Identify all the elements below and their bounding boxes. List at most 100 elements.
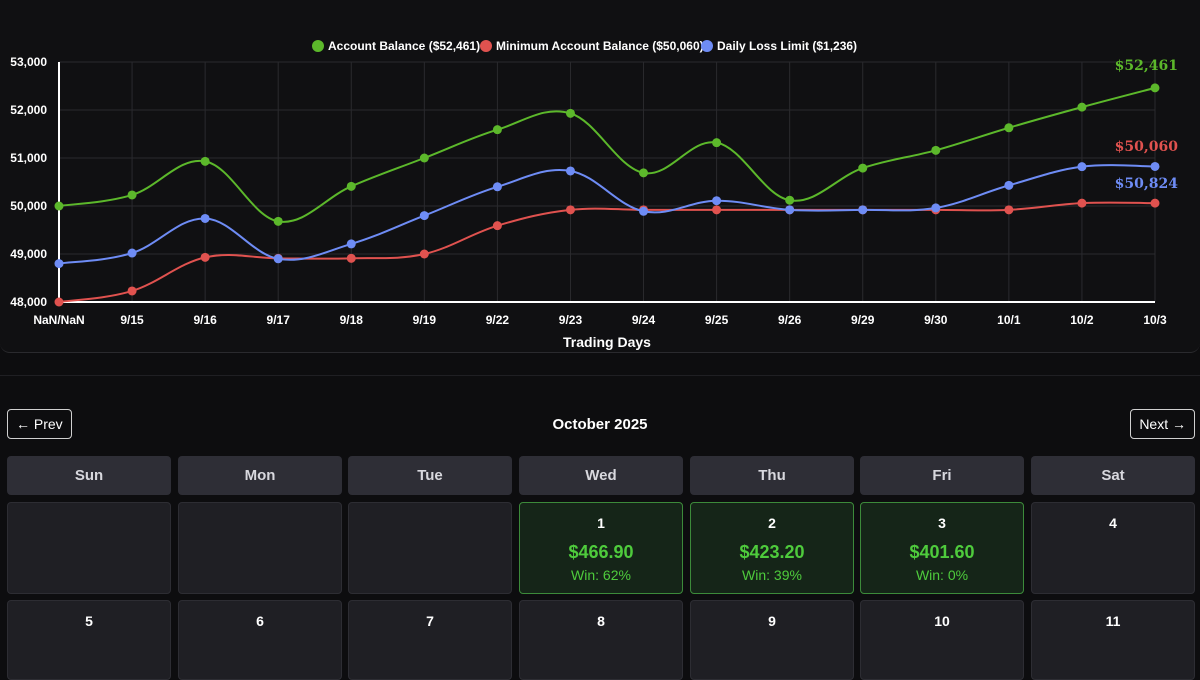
- x-tick-label: 9/29: [851, 313, 875, 327]
- data-point: [127, 286, 137, 296]
- series-end-label: $50,060: [1115, 139, 1179, 155]
- y-tick-label: 50,000: [10, 199, 47, 213]
- data-point: [639, 168, 649, 178]
- month-title: October 2025: [552, 416, 648, 433]
- day-header-tue: Tue: [348, 456, 512, 495]
- y-tick-label: 51,000: [10, 151, 47, 165]
- data-point: [346, 181, 356, 191]
- data-point: [565, 108, 575, 118]
- legend-label: Daily Loss Limit ($1,236): [717, 39, 857, 53]
- data-point: [346, 239, 356, 249]
- x-tick-label: 9/16: [193, 313, 217, 327]
- x-tick-label: 9/18: [340, 313, 364, 327]
- calendar-empty-cell: [178, 502, 342, 594]
- data-point: [712, 196, 722, 206]
- series-line: [58, 164, 1156, 265]
- day-win-rate: Win: 62%: [571, 567, 631, 583]
- x-tick-label: 9/30: [924, 313, 948, 327]
- data-point: [931, 203, 941, 213]
- day-number: 4: [1109, 515, 1117, 531]
- y-tick-label: 53,000: [10, 55, 47, 69]
- section-divider: [0, 375, 1200, 376]
- day-header-sat: Sat: [1031, 456, 1195, 495]
- data-point: [346, 253, 356, 263]
- data-point: [492, 125, 502, 135]
- x-tick-label: 9/23: [559, 313, 583, 327]
- day-number: 2: [768, 515, 776, 531]
- day-number: 8: [597, 613, 605, 629]
- x-tick-label: 9/17: [267, 313, 291, 327]
- x-axis-title: Trading Days: [563, 334, 651, 350]
- legend-marker: [312, 40, 324, 52]
- day-header-sun: Sun: [7, 456, 171, 495]
- legend-marker: [480, 40, 492, 52]
- day-header-fri: Fri: [860, 456, 1024, 495]
- x-tick-label: 9/15: [120, 313, 144, 327]
- prev-month-button[interactable]: ← Prev: [7, 409, 72, 439]
- data-point: [565, 205, 575, 215]
- x-tick-label: 9/25: [705, 313, 729, 327]
- balance-line-chart: 48,000 49,000 50,000 51,000 52,000 53,000 NaN/…: [10, 39, 1179, 350]
- data-point: [931, 145, 941, 155]
- y-tick-label: 49,000: [10, 247, 47, 261]
- day-header-mon: Mon: [178, 456, 342, 495]
- data-point: [1004, 205, 1014, 215]
- series-line: [58, 86, 1156, 223]
- day-pnl: $401.60: [909, 542, 975, 562]
- data-point: [1150, 198, 1160, 208]
- data-point: [858, 163, 868, 173]
- day-pnl: $423.20: [739, 542, 805, 562]
- calendar-day-2[interactable]: 2 $423.20 Win: 39%: [690, 502, 854, 594]
- x-tick-label: 9/22: [486, 313, 510, 327]
- x-tick-label: 10/1: [997, 313, 1021, 327]
- data-point: [712, 138, 722, 148]
- day-win-rate: Win: 39%: [742, 567, 802, 583]
- next-month-button[interactable]: Next →: [1130, 409, 1195, 439]
- series-end-label: $50,824: [1115, 176, 1179, 192]
- calendar-day-1[interactable]: 1 $466.90 Win: 62%: [519, 502, 683, 594]
- data-point: [1004, 180, 1014, 190]
- x-tick-label: 10/2: [1070, 313, 1094, 327]
- calendar-day-3[interactable]: 3 $401.60 Win: 0%: [860, 502, 1024, 594]
- calendar-day-9[interactable]: 9: [690, 600, 854, 680]
- x-tick-label: 9/26: [778, 313, 802, 327]
- y-tick-label: 52,000: [10, 103, 47, 117]
- day-number: 7: [426, 613, 434, 629]
- calendar-day-5[interactable]: 5: [7, 600, 171, 680]
- day-number: 6: [256, 613, 264, 629]
- calendar-day-8[interactable]: 8: [519, 600, 683, 680]
- calendar-day-10[interactable]: 10: [860, 600, 1024, 680]
- calendar-empty-cell: [7, 502, 171, 594]
- legend-label: Minimum Account Balance ($50,060): [496, 39, 704, 53]
- day-number: 1: [597, 515, 605, 531]
- data-point: [273, 254, 283, 264]
- data-point: [565, 166, 575, 176]
- data-point: [639, 206, 649, 216]
- data-point: [1077, 102, 1087, 112]
- x-tick-label: 9/19: [413, 313, 437, 327]
- calendar-day-6[interactable]: 6: [178, 600, 342, 680]
- day-number: 9: [768, 613, 776, 629]
- data-point: [200, 213, 210, 223]
- data-point: [785, 195, 795, 205]
- calendar-day-11[interactable]: 11: [1031, 600, 1195, 680]
- series-end-label: $52,461: [1115, 58, 1178, 74]
- day-pnl: $466.90: [568, 542, 634, 562]
- data-point: [419, 249, 429, 259]
- data-point: [492, 221, 502, 231]
- data-point: [54, 297, 64, 307]
- data-point: [200, 156, 210, 166]
- data-point: [127, 248, 137, 258]
- x-tick-label: NaN/NaN: [33, 313, 84, 327]
- day-header-thu: Thu: [690, 456, 854, 495]
- y-tick-label: 48,000: [10, 295, 47, 309]
- x-tick-label: 9/24: [632, 313, 656, 327]
- day-number: 10: [934, 613, 950, 629]
- data-point: [419, 153, 429, 163]
- calendar-day-7[interactable]: 7: [348, 600, 512, 680]
- data-point: [200, 252, 210, 262]
- legend-marker: [701, 40, 713, 52]
- data-point: [1150, 83, 1160, 93]
- legend-label: Account Balance ($52,461): [328, 39, 480, 53]
- calendar-day-4[interactable]: 4: [1031, 502, 1195, 594]
